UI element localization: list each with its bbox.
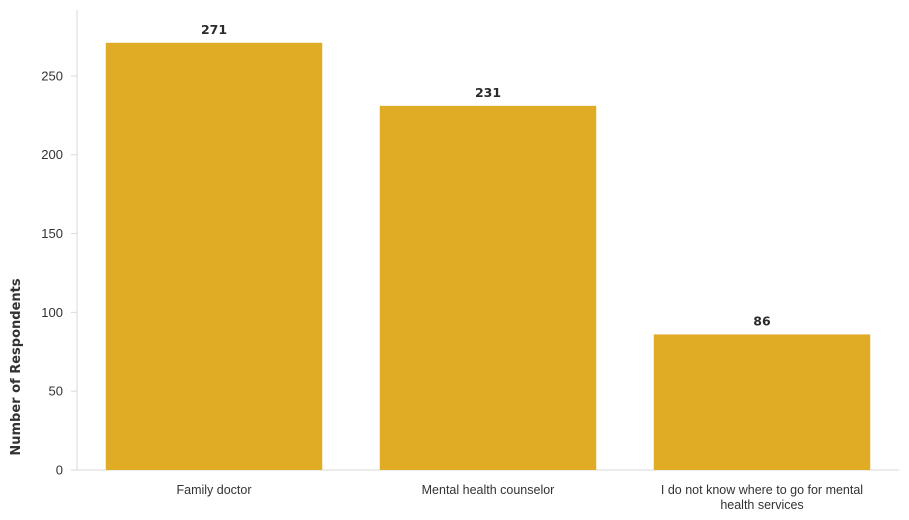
category-labels: Family doctor Mental health counselor I do… (176, 483, 863, 512)
y-tick-label: 100 (41, 305, 63, 320)
category-label: health services (720, 498, 803, 512)
y-axis-ticks: 0 50 100 150 200 250 (41, 68, 77, 478)
bar (379, 105, 597, 471)
y-axis-title: Number of Respondents (9, 278, 24, 456)
y-tick-label: 150 (41, 226, 63, 241)
y-tick-label: 0 (56, 463, 63, 478)
bar (653, 334, 871, 470)
data-labels: 271 231 86 (201, 22, 771, 329)
y-tick-label: 250 (41, 68, 63, 83)
category-label: Mental health counselor (422, 483, 555, 497)
category-label: I do not know where to go for mental (661, 483, 863, 497)
bar (105, 42, 323, 471)
data-label: 231 (475, 85, 501, 100)
y-tick-label: 200 (41, 147, 63, 162)
data-label: 271 (201, 22, 227, 37)
bars (105, 42, 871, 471)
data-label: 86 (753, 313, 771, 328)
category-label: Family doctor (176, 483, 251, 497)
y-tick-label: 50 (49, 384, 63, 399)
